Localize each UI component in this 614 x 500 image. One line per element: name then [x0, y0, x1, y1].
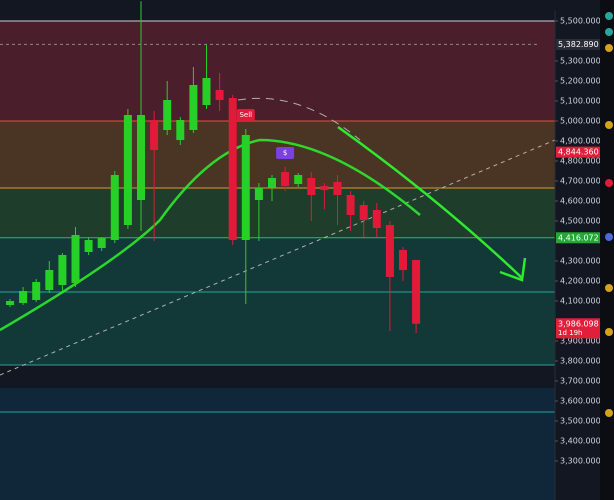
y-tick-label: 4,200.000 [560, 277, 601, 286]
candle-body [45, 270, 54, 290]
candle-body [320, 186, 329, 190]
y-tick-label: 4,100.000 [560, 297, 601, 306]
toolbar-icon[interactable] [605, 12, 613, 20]
level-zone [0, 237, 555, 292]
signal-label: Sell [239, 111, 252, 119]
candle-body [399, 250, 407, 270]
y-tick-label: 3,400.000 [560, 437, 601, 446]
countdown: 1d 19h [558, 329, 582, 337]
y-tick-label: 3,700.000 [560, 377, 601, 386]
y-tick-label: 3,500.000 [560, 417, 601, 426]
volume-pane [0, 388, 555, 500]
candle-body [412, 260, 421, 324]
signal-marker [236, 109, 255, 121]
level-zone [0, 365, 555, 388]
y-tick-label: 4,900.000 [560, 137, 601, 146]
candle-body [333, 182, 342, 195]
price-label: 4,416.072 [558, 233, 599, 242]
candle-body [32, 282, 41, 300]
level-zone [0, 21, 555, 121]
candle-body [281, 172, 290, 186]
level-zone [0, 292, 555, 365]
y-tick-label: 5,500.000 [560, 17, 601, 26]
signal-marker [276, 147, 295, 159]
y-tick-label: 3,800.000 [560, 357, 601, 366]
toolbar-icon[interactable] [605, 28, 613, 36]
candle-body [359, 205, 368, 220]
candle-body [6, 301, 14, 305]
candle-body [150, 120, 159, 150]
candle-body [19, 291, 28, 303]
zones [0, 20, 555, 388]
candle-body [176, 120, 185, 140]
candle-body [228, 98, 237, 240]
candle-body [84, 240, 93, 252]
price-label-box [556, 38, 600, 50]
dashed-curve [237, 97, 361, 141]
candle-body [268, 178, 276, 188]
candle-body [202, 78, 211, 105]
y-tick-label: 3,600.000 [560, 397, 601, 406]
toolbar-icon[interactable] [605, 44, 613, 52]
candle-body [241, 135, 250, 240]
price-label-box [556, 146, 600, 158]
toolbar-icon[interactable] [605, 409, 613, 417]
candle-body [346, 195, 355, 215]
candle-body [58, 255, 67, 285]
price-label-box [556, 318, 600, 339]
price-axis [555, 0, 600, 500]
toolbar-icon[interactable] [605, 121, 613, 129]
toolbar-icon[interactable] [605, 328, 613, 336]
candle-body [294, 175, 303, 184]
level-zone [0, 188, 555, 238]
y-tick-label: 4,800.000 [560, 157, 601, 166]
candle-body [307, 178, 316, 195]
candle-body [215, 90, 224, 100]
drawn-curve [0, 138, 421, 332]
toolbar-icon[interactable] [605, 179, 613, 187]
price-label-box [556, 232, 600, 244]
y-tick-label: 4,700.000 [560, 177, 601, 186]
toolbar-icon[interactable] [605, 233, 613, 241]
y-tick-label: 5,100.000 [560, 97, 601, 106]
y-tick-label: 4,300.000 [560, 257, 601, 266]
signal-label: $ [283, 149, 287, 157]
y-tick-label: 4,500.000 [560, 217, 601, 226]
y-tick-label: 5,000.000 [560, 117, 601, 126]
y-tick-label: 3,900.000 [560, 337, 601, 346]
candle-body [123, 115, 132, 225]
candle-body [137, 115, 145, 200]
price-label: 5,382.890 [558, 40, 599, 49]
candle-body [385, 225, 394, 277]
candle-body [189, 85, 198, 130]
side-toolbar [600, 0, 614, 500]
y-tick-label: 5,200.000 [560, 77, 601, 86]
y-tick-label: 3,300.000 [560, 457, 601, 466]
price-label: 4,844.360 [558, 148, 599, 157]
candle-body [163, 100, 172, 130]
price-label: 3,986.098 [558, 319, 599, 328]
y-tick-label: 5,300.000 [560, 57, 601, 66]
drawn-arrow [337, 125, 523, 279]
candle-body [97, 238, 106, 248]
axis-labels: 5,500.000 5,300.000 5,200.000 5,100.000 5,00… [0, 0, 601, 466]
plot: Sell $ [6, 1, 421, 333]
candle-body [71, 235, 80, 283]
candle-body [372, 210, 381, 228]
drawn-arrowhead [499, 257, 527, 282]
y-tick-label: 4,600.000 [560, 197, 601, 206]
toolbar-icon[interactable] [605, 284, 613, 292]
candle-body [110, 175, 119, 240]
low-box [530, 0, 600, 11]
candle-body [254, 188, 263, 200]
